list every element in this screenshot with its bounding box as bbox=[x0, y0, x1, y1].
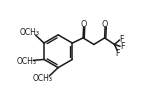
Text: OCH₃: OCH₃ bbox=[19, 28, 39, 37]
Text: O: O bbox=[102, 20, 108, 29]
Text: F: F bbox=[120, 42, 124, 51]
Text: OCH₃: OCH₃ bbox=[33, 74, 53, 83]
Text: OCH₃: OCH₃ bbox=[16, 57, 36, 66]
Text: F: F bbox=[119, 34, 124, 44]
Text: F: F bbox=[116, 49, 120, 58]
Text: O: O bbox=[80, 20, 87, 29]
